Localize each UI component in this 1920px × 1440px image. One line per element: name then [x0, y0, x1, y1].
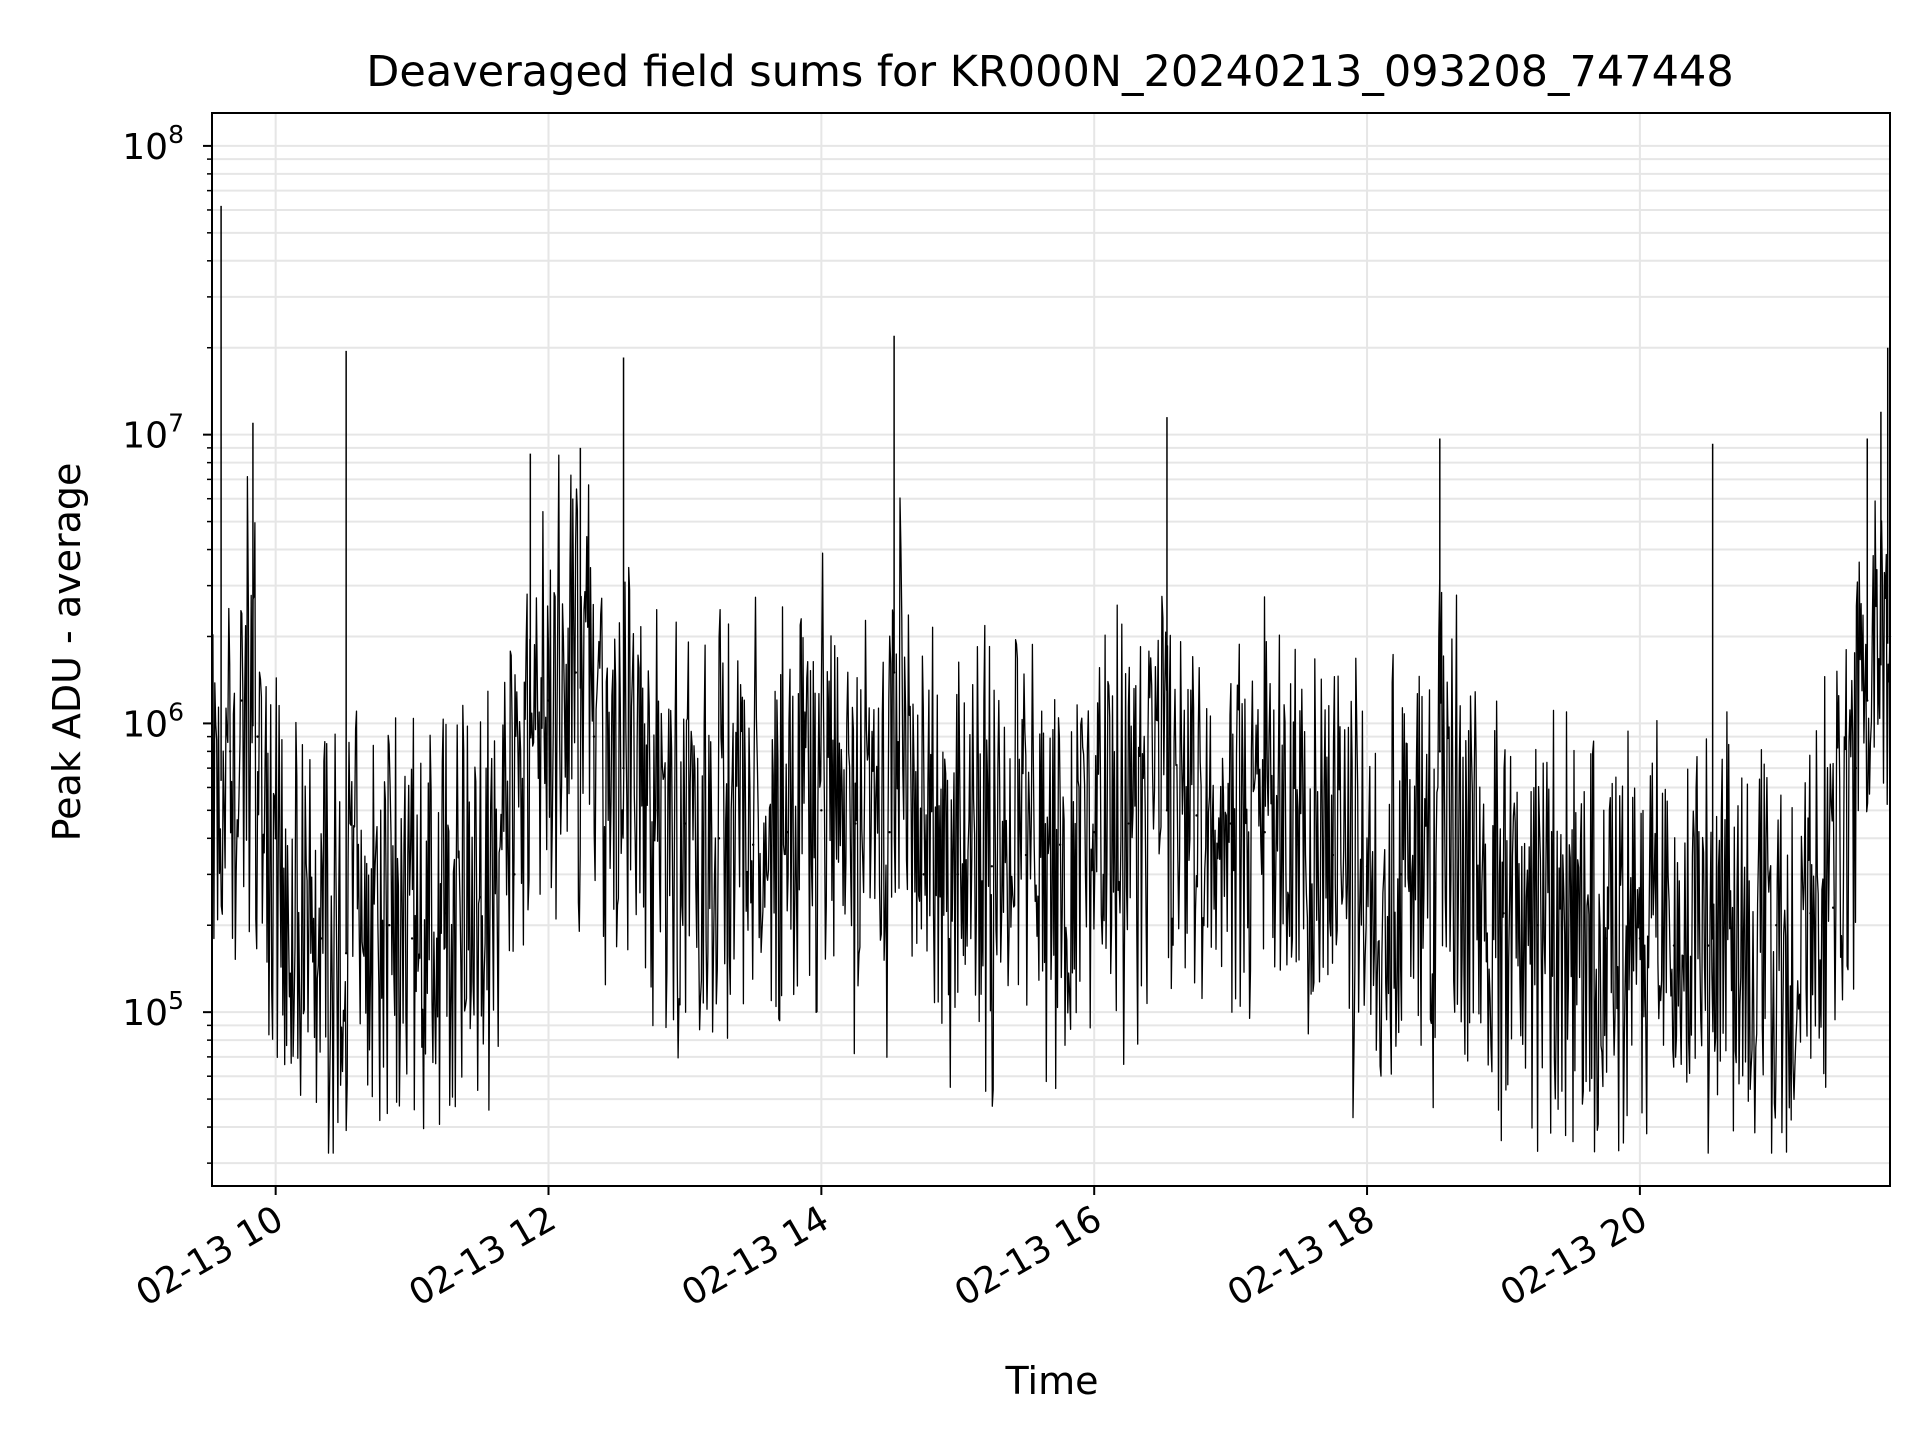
- data-point: [922, 873, 925, 876]
- data-point: [1741, 930, 1744, 933]
- data-point: [1854, 766, 1858, 770]
- y-axis-label: Peak ADU - average: [45, 463, 89, 842]
- data-point: [654, 809, 657, 812]
- data-point: [240, 699, 243, 702]
- data-point: [1604, 937, 1607, 940]
- data-point: [574, 671, 577, 674]
- data-point: [1877, 671, 1880, 674]
- data-point: [820, 809, 823, 812]
- data-point: [1058, 843, 1062, 846]
- y-tick-label: 105: [122, 986, 184, 1034]
- data-point: [1672, 944, 1676, 947]
- data-point: [1706, 944, 1710, 947]
- data-point: [1775, 924, 1778, 927]
- data-point: [1127, 822, 1130, 825]
- data-point: [1809, 912, 1812, 915]
- plot-frame: [211, 112, 1891, 1187]
- data-point: [228, 750, 232, 753]
- data-point: [592, 735, 596, 738]
- data-point: [854, 822, 857, 825]
- data-point: [479, 896, 482, 899]
- data-point: [410, 937, 414, 940]
- data-point: [274, 837, 277, 840]
- y-tick-label: 107: [122, 409, 184, 457]
- data-point: [365, 944, 368, 947]
- data-point: [1831, 906, 1835, 909]
- data-point: [956, 873, 959, 876]
- data-point: [1468, 896, 1471, 899]
- data-point: [1024, 853, 1028, 857]
- data-point: [751, 843, 755, 846]
- data-point: [1093, 830, 1096, 834]
- data-point: [717, 837, 721, 840]
- data-point: [513, 873, 516, 876]
- data-point: [319, 937, 323, 940]
- data-point: [1434, 881, 1437, 885]
- data-point: [1263, 830, 1266, 834]
- data-point: [888, 830, 891, 834]
- data-point: [1502, 912, 1505, 915]
- data-point: [1399, 873, 1403, 876]
- data-point: [444, 912, 448, 915]
- data-point: [786, 830, 789, 834]
- data-point: [388, 924, 391, 927]
- series-line: [211, 454, 1891, 1154]
- chart-title: Deaveraged field sums for KR000N_2024021…: [366, 47, 1733, 97]
- y-tick-label: 106: [122, 697, 184, 745]
- y-tick-label: 108: [122, 120, 184, 168]
- data-point: [256, 735, 259, 738]
- x-axis-label: Time: [1005, 1359, 1099, 1403]
- data-point: [990, 865, 994, 868]
- data-point: [1570, 930, 1573, 933]
- data-point: [1229, 822, 1232, 825]
- data-point: [683, 822, 687, 825]
- data-point: [1297, 843, 1301, 846]
- data-point: [547, 699, 550, 702]
- data-point: [1536, 924, 1539, 927]
- data-point: [1638, 937, 1642, 940]
- data-point: [1365, 865, 1369, 868]
- data-point: [1331, 853, 1335, 857]
- data-point: [1195, 814, 1198, 817]
- data-point: [297, 924, 300, 927]
